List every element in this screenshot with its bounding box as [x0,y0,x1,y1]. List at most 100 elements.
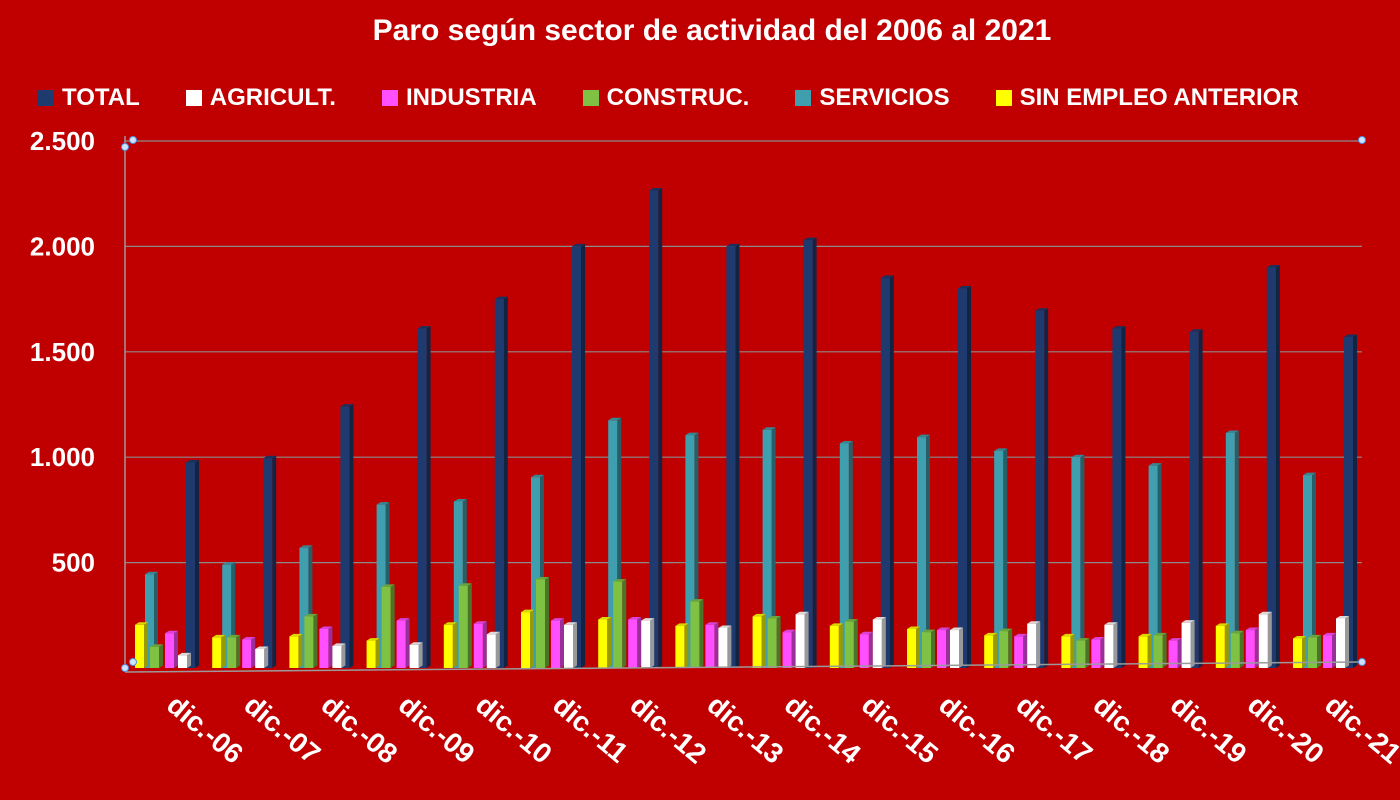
bar-front [1230,633,1240,668]
bar-top [186,459,199,463]
bar-front [242,639,252,668]
bar-top [937,627,950,631]
x-tick-label: dic.-17 [1010,689,1098,770]
bar-servicios [762,427,776,668]
selection-handle [1358,136,1366,144]
bar-construc [1308,634,1321,668]
bar-top [829,623,843,626]
bar-construc [1076,638,1090,668]
bar-top [1148,463,1162,466]
x-tick-label: dic.-09 [393,689,481,770]
bar-front [999,631,1009,668]
bar-front [145,574,154,668]
bar-side [313,613,318,668]
bar-side [650,618,655,668]
bar-side [1239,630,1244,668]
bar-top [409,642,423,645]
bar-agricult [1027,621,1041,668]
bar-side [426,326,431,668]
bar-front [1308,637,1317,668]
bar-top [564,622,577,625]
bar-sin-empleo-anterior [212,634,226,668]
x-tick-label: dic.-06 [161,689,249,770]
bar-side [1312,472,1316,668]
bar-front [453,501,463,668]
legend-swatch-sin-empleo [995,90,1012,106]
bar-side [1157,463,1162,668]
bar-top [803,237,817,241]
bar-front [186,462,195,668]
bar-agricult [409,642,423,668]
bar-servicios [917,434,930,668]
bar-servicios [994,448,1008,668]
bar-side [264,646,269,668]
bar-top [1230,630,1244,634]
selection-handle [1358,658,1366,666]
bar-construc [227,634,241,668]
bar-top [795,611,809,615]
bar-front [752,616,762,668]
bar-total [649,188,663,668]
bar-side [1254,627,1259,668]
bar-top [872,617,886,620]
bar-top [212,634,226,638]
bar-construc [536,576,549,668]
bar-front [255,649,265,668]
legend-item-total: TOTAL [38,84,140,112]
bar-top [165,630,178,634]
bar-top [1168,638,1182,641]
bar-side [1036,621,1041,668]
bar-front [1153,635,1163,668]
bar-front [551,620,560,668]
legend-swatch-servicios [795,90,812,106]
chart-title: Paro según sector de actividad del 2006 … [372,14,1052,47]
bar-front [521,612,530,668]
bar-construc [381,584,395,668]
bar-side [1198,329,1203,668]
bar-top [340,404,354,407]
bar-side [1023,633,1028,668]
bar-front [304,616,314,668]
bar-top [922,629,935,633]
bar-front [829,625,839,668]
bar-top [649,188,663,191]
bar-agricult [641,618,655,668]
bar-front [381,586,391,668]
bar-side [1353,334,1357,668]
bar-top [1303,472,1316,476]
y-tick-label: 1.500 [30,337,95,367]
bar-agricult [1181,620,1195,668]
bar-front [1181,622,1191,668]
bar-agricult [332,643,346,668]
bar-top [366,638,380,641]
bar-top [299,545,313,548]
bar-top [767,615,781,619]
bar-front [366,640,376,668]
bar-industria [165,630,178,668]
bar-front [572,246,581,668]
bar-agricult [1258,611,1272,668]
bar-top [521,609,534,613]
bar-top [289,633,303,637]
bar-top [242,637,256,640]
legend-swatch-construccion [582,90,599,106]
bar-side [349,404,354,668]
bar-total [1112,326,1126,668]
bar-front [608,420,618,668]
bar-front [396,620,406,668]
bar-top [1308,634,1321,638]
y-tick-label: 1.000 [30,442,95,472]
bar-agricult [872,617,886,668]
bar-front [726,246,736,668]
bar-front [922,632,931,668]
bar-side [848,440,853,668]
bar-side [1003,448,1008,668]
legend-item-agricultura: AGRICULT. [185,84,336,112]
bar-front [649,190,659,668]
bar-front [1148,465,1158,668]
bar-top [304,613,318,617]
bar-side [328,626,333,668]
bar-top [1035,308,1049,311]
x-tick-label: dic.-07 [238,689,326,770]
